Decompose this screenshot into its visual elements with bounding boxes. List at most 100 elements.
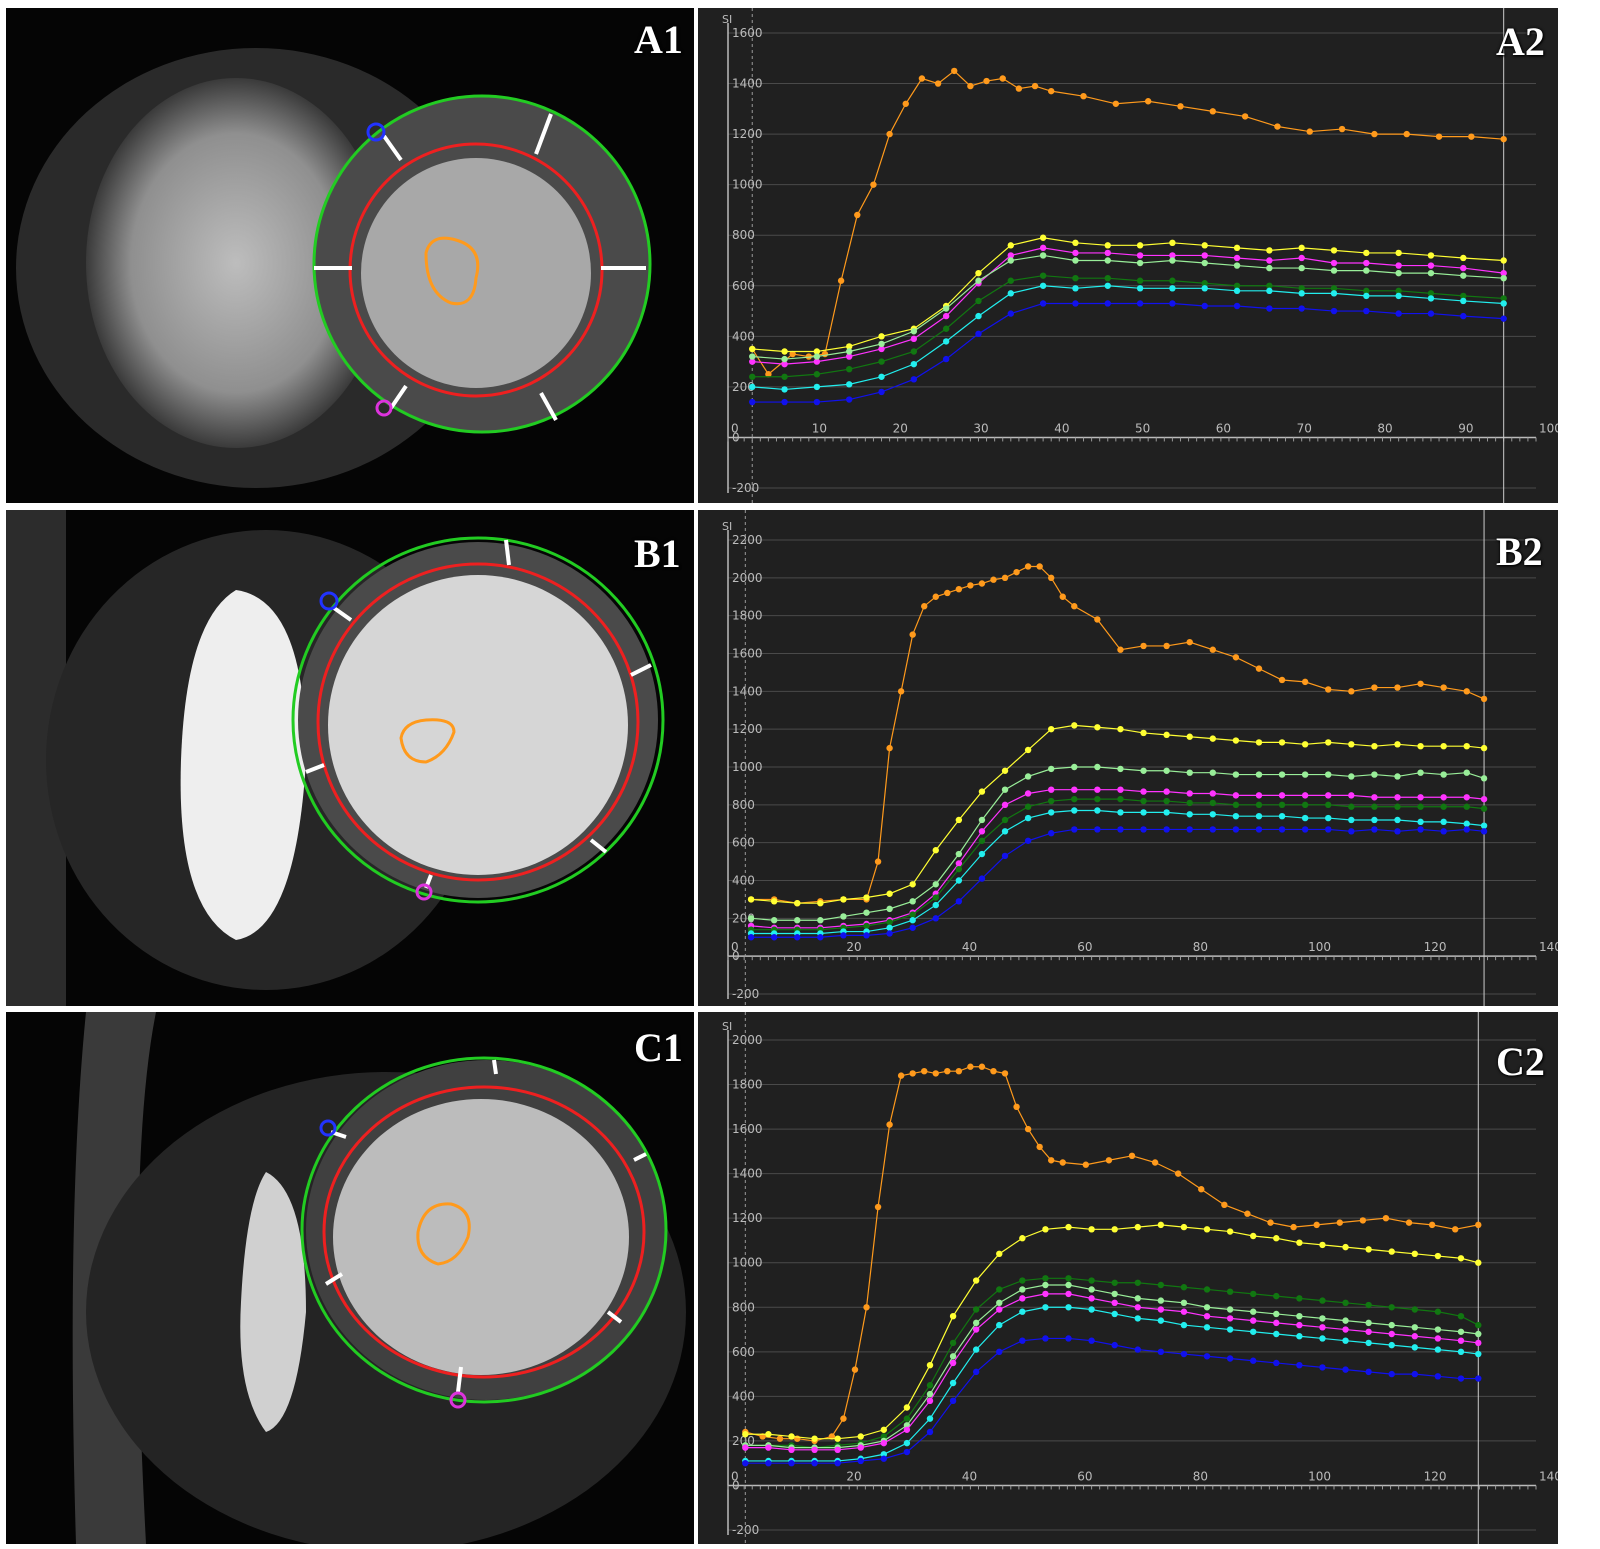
data-point-magenta (1065, 1290, 1072, 1298)
data-point-orange (805, 353, 812, 360)
data-point-cyan (1255, 812, 1263, 820)
data-point-darkgreen (1024, 803, 1032, 810)
data-point-darkgreen (1042, 1275, 1049, 1282)
data-point-magenta (903, 1426, 911, 1433)
data-point-blue (1048, 830, 1055, 837)
data-point-orange (1348, 688, 1355, 695)
data-point-orange (1232, 654, 1240, 661)
data-point-yellow (765, 1431, 772, 1438)
data-point-cyan (1072, 285, 1079, 292)
data-point-orange (1015, 85, 1023, 92)
data-point-yellow (1460, 254, 1467, 262)
data-point-magenta (1296, 1321, 1303, 1329)
data-point-orange (1452, 1226, 1459, 1233)
data-point-yellow (840, 896, 847, 903)
data-point-cyan (910, 360, 918, 368)
chart-b2: -200 0 200 400 600 800 1000 1200 1400 1600 1800 200… (698, 510, 1558, 1006)
data-point-orange (840, 1415, 847, 1422)
data-point-cyan (1434, 1346, 1442, 1353)
data-point-darkgreen (1301, 801, 1309, 809)
panel-label-a1: A1 (634, 17, 683, 62)
data-point-magenta (1001, 801, 1009, 809)
data-point-darkgreen (1226, 1288, 1234, 1295)
y-axis-label: SI (722, 520, 732, 533)
data-point-yellow (1233, 244, 1241, 252)
data-point-blue (1163, 826, 1170, 833)
right-ventricle-shape (180, 590, 306, 940)
x-tick-label: 50 (1135, 421, 1150, 435)
data-point-blue (1417, 826, 1424, 833)
data-point-darkgreen (1169, 277, 1176, 284)
data-point-magenta (972, 1326, 980, 1333)
data-point-orange (1325, 686, 1332, 693)
series-line-yellow (751, 724, 1485, 904)
data-point-orange (765, 371, 772, 378)
data-point-cyan (1417, 818, 1424, 826)
data-point-darkgreen (1319, 1297, 1326, 1304)
data-point-yellow (1104, 242, 1111, 249)
data-point-blue (1065, 1335, 1072, 1342)
data-point-orange (1151, 1159, 1159, 1166)
data-point-lightgreen (926, 1390, 934, 1398)
data-point-cyan (1048, 809, 1055, 816)
data-point-cyan (1278, 812, 1286, 820)
data-point-darkgreen (1388, 1304, 1395, 1311)
data-point-magenta (1048, 786, 1055, 793)
y-tick-label: 200 (732, 1434, 755, 1448)
data-point-orange (1394, 684, 1401, 691)
data-point-darkgreen (1411, 1306, 1418, 1313)
data-point-blue (1024, 837, 1032, 844)
data-point-yellow (1348, 741, 1355, 748)
data-point-blue (1480, 828, 1488, 835)
series-line-blue (751, 828, 1485, 938)
data-point-cyan (1104, 282, 1111, 289)
data-point-yellow (1039, 234, 1047, 241)
data-point-darkgreen (1365, 1301, 1372, 1309)
data-point-lightgreen (1169, 257, 1176, 264)
data-point-yellow (1296, 1239, 1303, 1246)
data-point-cyan (781, 386, 788, 393)
data-point-yellow (1203, 1226, 1211, 1233)
data-point-magenta (942, 312, 950, 320)
data-point-yellow (1273, 1235, 1280, 1242)
data-point-orange (886, 1121, 893, 1128)
data-point-yellow (886, 890, 893, 897)
y-tick-label: 0 (732, 430, 740, 444)
data-point-cyan (1427, 295, 1435, 302)
data-point-lightgreen (1457, 1328, 1465, 1335)
data-point-blue (1201, 302, 1208, 310)
series-line-orange (745, 1066, 1479, 1442)
data-point-orange (944, 589, 951, 597)
data-point-blue (1042, 1335, 1049, 1342)
x-tick-label: 40 (962, 1469, 977, 1483)
data-point-magenta (1088, 1295, 1095, 1302)
data-point-darkgreen (1325, 801, 1332, 809)
data-point-blue (749, 398, 756, 406)
data-point-magenta (1094, 786, 1101, 793)
data-point-yellow (1186, 733, 1193, 740)
data-point-darkgreen (949, 1339, 957, 1347)
data-point-orange (1031, 82, 1039, 90)
data-point-orange (1094, 616, 1101, 623)
data-point-magenta (1319, 1324, 1326, 1331)
right-ventricle-shape (240, 1172, 306, 1432)
data-point-darkgreen (878, 358, 885, 365)
data-point-blue (1266, 305, 1273, 312)
data-point-yellow (903, 1404, 911, 1411)
data-point-darkgreen (1427, 290, 1435, 297)
series-line-yellow (752, 237, 1504, 353)
y-tick-label: 1400 (732, 77, 763, 91)
data-point-lightgreen (1434, 1326, 1442, 1333)
data-point-blue (886, 930, 893, 937)
data-point-yellow (1278, 739, 1286, 746)
data-point-blue (1325, 826, 1332, 833)
endocardial-contour (316, 562, 640, 882)
data-point-yellow (1094, 724, 1101, 731)
y-tick-label: 1600 (732, 1122, 763, 1136)
data-point-cyan (1365, 1339, 1372, 1347)
data-point-lightgreen (1136, 259, 1144, 267)
data-point-cyan (1039, 282, 1047, 289)
data-point-cyan (1457, 1348, 1465, 1356)
x-tick-label: 60 (1077, 1469, 1092, 1483)
data-point-darkgreen (926, 1382, 934, 1389)
